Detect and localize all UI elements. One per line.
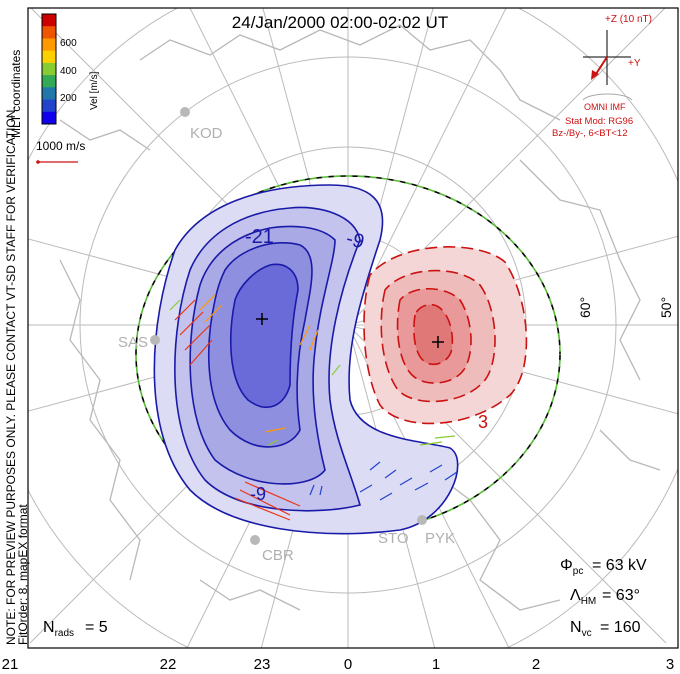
n-rads-value: = 5 — [85, 619, 108, 636]
colorbar-segment — [42, 14, 56, 27]
dusk-convection-cell — [153, 184, 459, 535]
latitude-label: 50° — [658, 297, 674, 318]
station-labels: KOD SAS CBR STO PYK — [118, 125, 455, 564]
imf-z-label: +Z (10 nT) — [605, 14, 652, 25]
station-label: STO — [378, 530, 409, 547]
mlt-tick-label: 21 — [2, 656, 19, 673]
fit-order-label: FitOrder: 8, mapEX format — [16, 504, 30, 645]
colorbar-segment — [42, 75, 56, 88]
mlt-tick-label: 0 — [344, 656, 352, 673]
velocity-vectors — [169, 294, 458, 521]
n-rads-symbol: Nrads — [43, 619, 74, 639]
lambda-hm-value: = 63° — [602, 587, 640, 604]
colorbar-segment — [42, 87, 56, 101]
station-label: PYK — [425, 530, 455, 547]
n-vc-value: = 160 — [600, 619, 641, 636]
imf-y-label: +Y — [628, 58, 641, 69]
mlt-tick-label: 1 — [432, 656, 440, 673]
mlt-tick-label: 3 — [666, 656, 674, 673]
station-label: CBR — [262, 547, 294, 564]
phi-pc-value: = 63 kV — [592, 557, 647, 574]
mlt-axis: 21 22 23 0 1 2 3 — [2, 656, 675, 673]
n-vc-symbol: Nvc — [570, 619, 592, 639]
latitude-label: 60° — [577, 297, 593, 318]
plot-frame — [27, 7, 679, 649]
imf-condition-label: Bz-/By-, 6<BT<12 — [552, 128, 628, 139]
contour-label: -9 — [250, 484, 266, 504]
contour-label: -9 — [344, 228, 367, 254]
mlt-tick-label: 2 — [532, 656, 540, 673]
station-markers — [150, 107, 427, 545]
imf-source-label: OMNI IMF — [584, 102, 626, 112]
phi-pc-symbol: Φpc — [560, 557, 583, 577]
colorbar-ticks: 600 400 200 — [60, 38, 77, 104]
coordinates-label: MLT coordinates — [9, 50, 23, 138]
coastlines — [59, 24, 661, 611]
colorbar-tick: 600 — [60, 38, 77, 49]
verification-note: NOTE: FOR PREVIEW PURPOSES ONLY. PLEASE … — [4, 106, 18, 645]
colorbar-segment — [42, 62, 56, 76]
contour-label: 3 — [478, 412, 488, 432]
colorbar-tick: 400 — [60, 66, 77, 77]
colorbar-segment — [42, 26, 56, 39]
mlt-tick-label: 22 — [160, 656, 177, 673]
colorbar-tick: 200 — [60, 93, 77, 104]
contour-label: -21 — [245, 226, 274, 248]
colorbar-segment — [42, 38, 56, 52]
potential-max-marker — [432, 336, 444, 348]
mlt-tick-label: 23 — [254, 656, 271, 673]
station-label: SAS — [118, 334, 148, 351]
potential-min-marker — [256, 313, 268, 325]
colorbar-segment — [42, 111, 56, 125]
imf-clock-dial — [582, 30, 633, 101]
map-title: 24/Jan/2000 02:00-02:02 UT — [232, 13, 448, 32]
colorbar-unit-label: Vel [m/s] — [89, 71, 100, 110]
stat-model-label: Stat Mod: RG96 — [565, 116, 633, 127]
velocity-colorbar — [41, 13, 57, 125]
colorbar-segment — [42, 99, 56, 113]
scale-vector-label: 1000 m/s — [36, 139, 85, 153]
dawn-convection-cell — [363, 246, 528, 425]
station-label: KOD — [190, 125, 223, 142]
colorbar-frame — [41, 13, 57, 125]
colorbar-segment — [42, 50, 56, 64]
